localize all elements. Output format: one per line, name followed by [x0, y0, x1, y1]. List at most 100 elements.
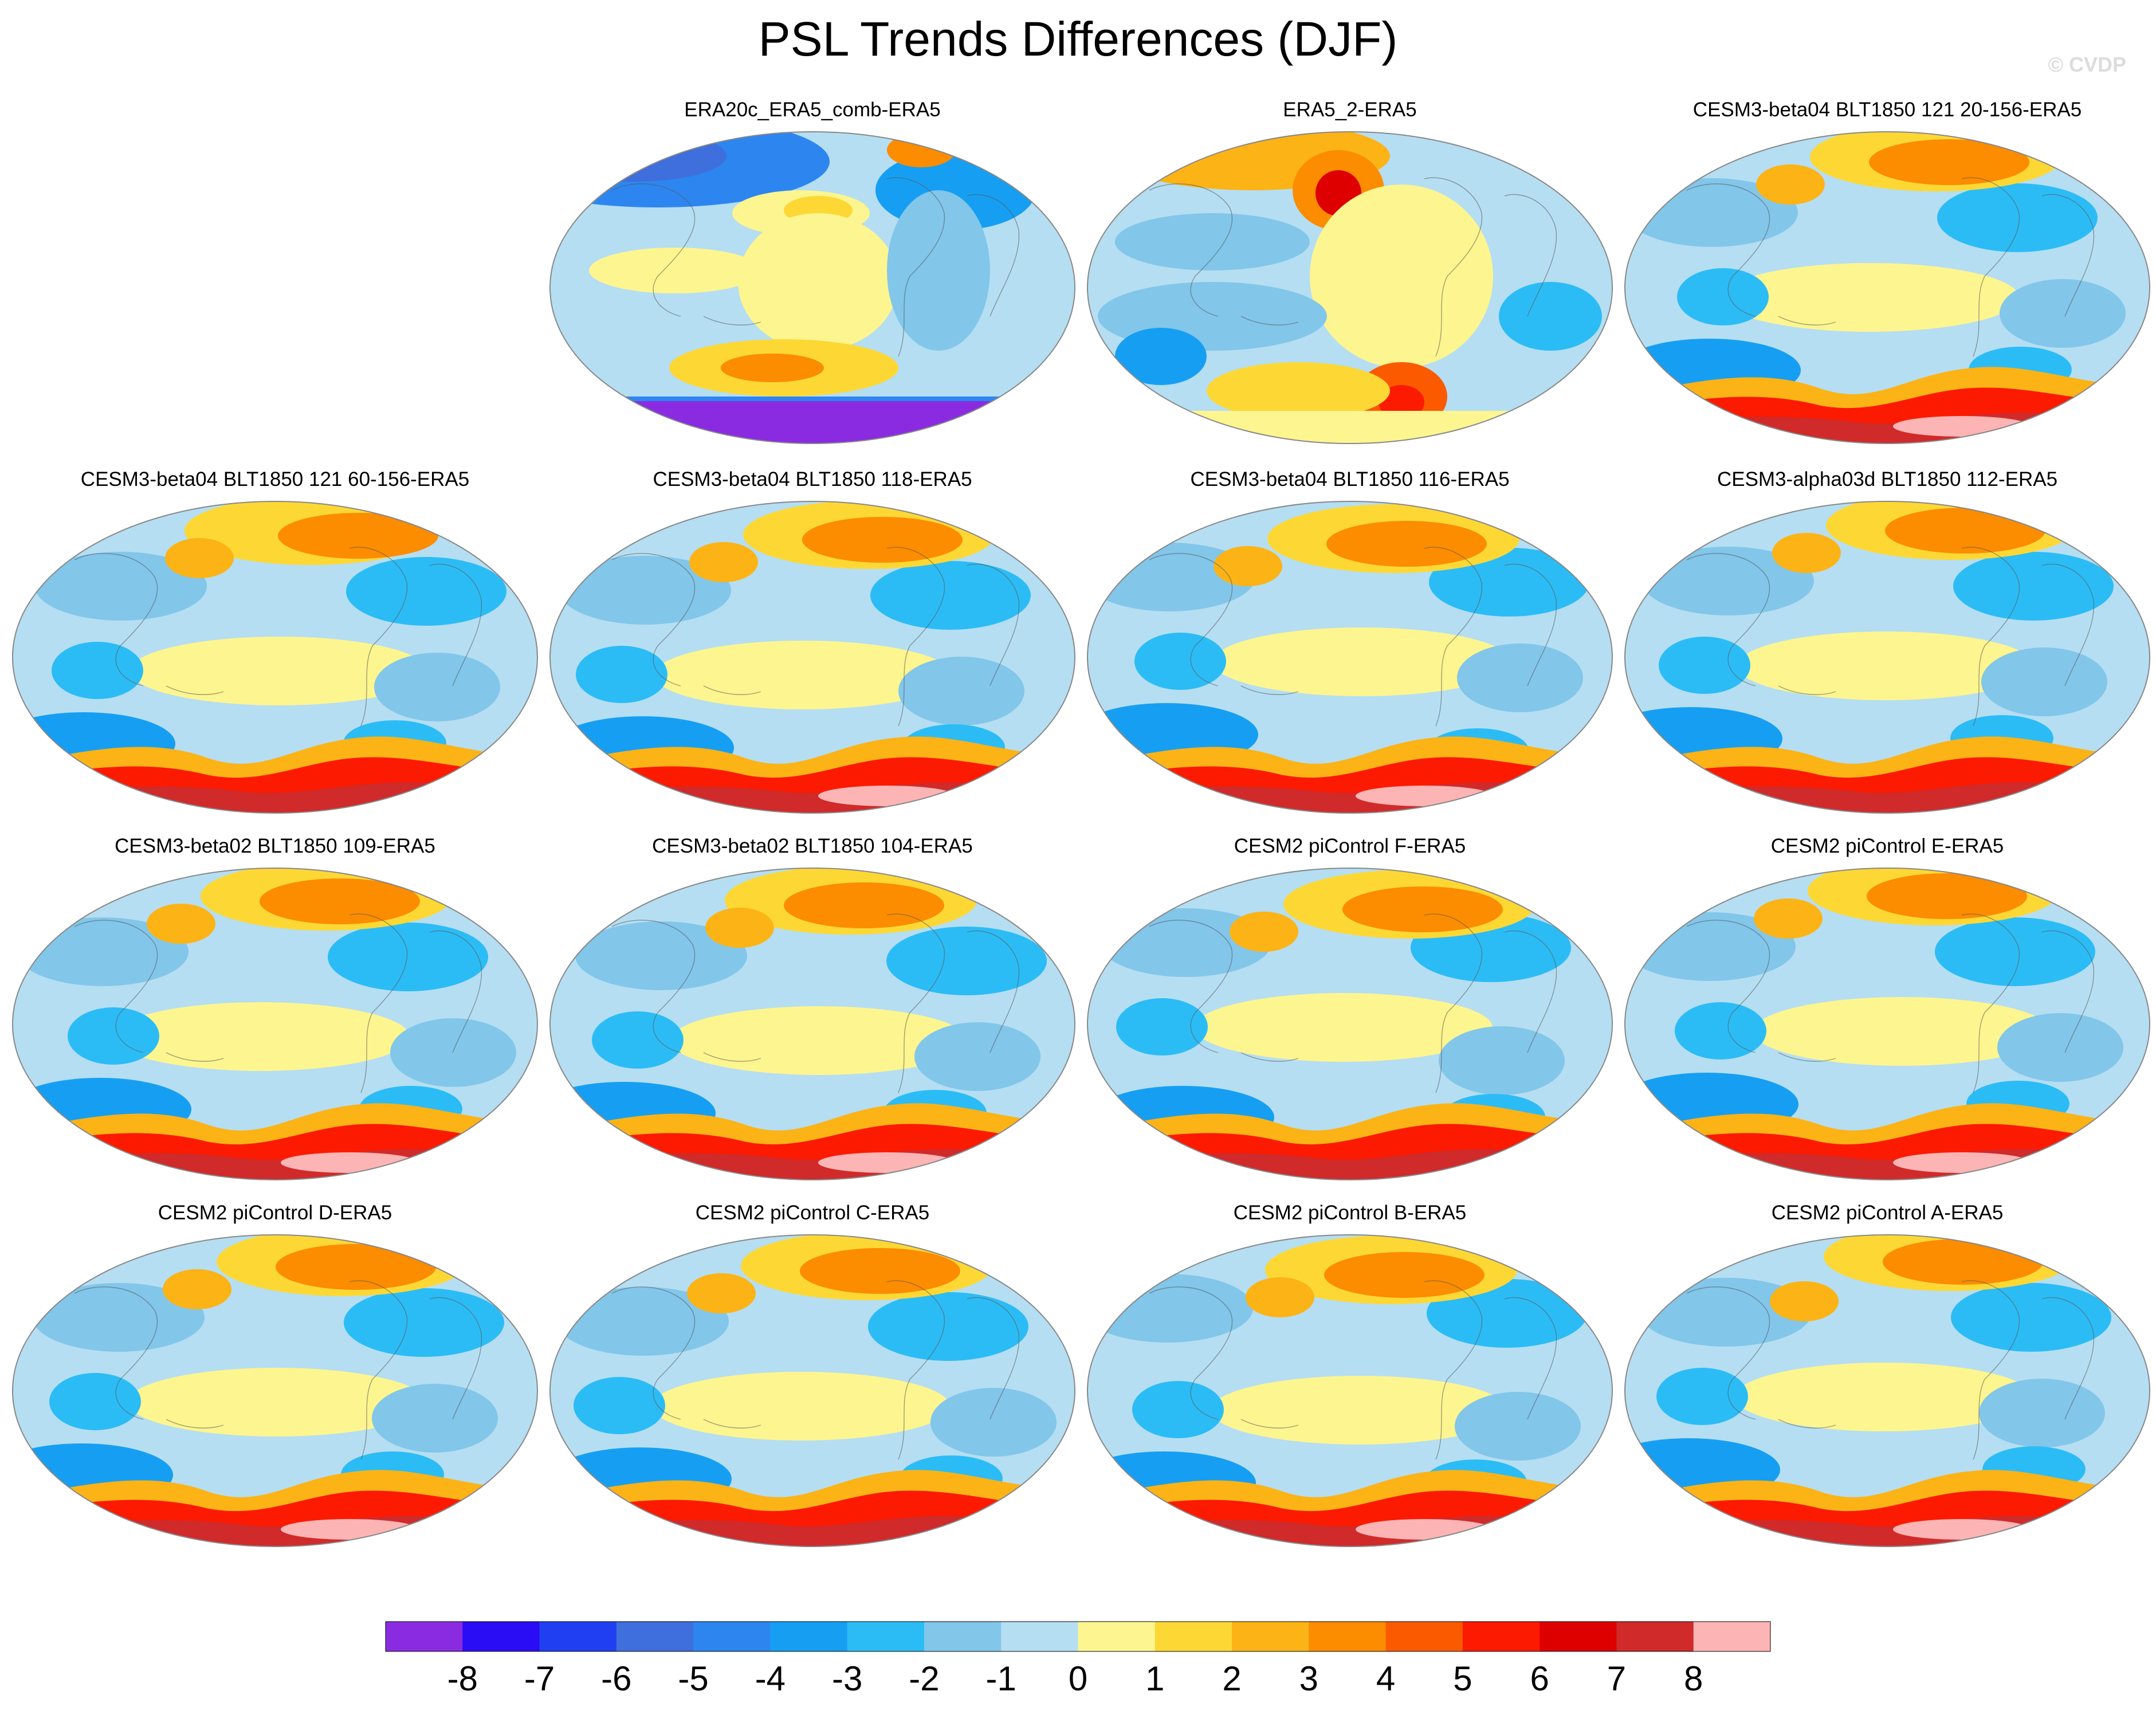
coastlines — [1149, 913, 1557, 1093]
colorbar-tick-label: -1 — [986, 1659, 1016, 1698]
map-outline — [1624, 131, 2150, 444]
map-outline — [549, 131, 1075, 444]
coastlines — [1686, 177, 2095, 357]
map-outline — [549, 1234, 1075, 1547]
colorbar-tick-label: 7 — [1607, 1659, 1626, 1698]
colorbar-swatch — [462, 1622, 540, 1651]
map-outline — [1624, 868, 2150, 1180]
map-plot — [1087, 868, 1613, 1180]
panel-title: CESM2 piControl F-ERA5 — [1234, 835, 1466, 857]
panel-title: CESM3-beta02 BLT1850 104-ERA5 — [652, 835, 973, 857]
panel-title: CESM3-beta04 BLT1850 118-ERA5 — [653, 468, 972, 490]
map-outline — [1087, 868, 1613, 1180]
coastlines — [74, 547, 482, 727]
colorbar-swatch — [1462, 1622, 1540, 1651]
coastlines — [74, 1280, 482, 1460]
colorbar-swatch — [1693, 1622, 1771, 1651]
coastlines — [1686, 547, 2095, 727]
colorbar-tick-label: 1 — [1145, 1659, 1164, 1698]
colorbar-tick-label: 0 — [1069, 1659, 1087, 1698]
panel-title: CESM2 piControl A-ERA5 — [1771, 1202, 2004, 1224]
map-plot — [12, 501, 538, 814]
colorbar-tick-label: 3 — [1299, 1659, 1318, 1698]
colorbar-tick-label: 6 — [1530, 1659, 1549, 1698]
panel-title: ERA20c_ERA5_comb-ERA5 — [684, 99, 941, 121]
map-contours — [1087, 132, 1612, 444]
map-panel: ERA5_2-ERA5 — [1081, 97, 1619, 453]
map-outline — [12, 868, 538, 1180]
map-plot — [1087, 131, 1613, 444]
coastlines — [1149, 1280, 1557, 1460]
colorbar-swatch — [386, 1622, 463, 1651]
map-panel: CESM3-beta02 BLT1850 104-ERA5 — [543, 834, 1082, 1189]
map-contours — [1087, 1235, 1612, 1547]
map-outline — [549, 501, 1075, 814]
map-panel: CESM3-alpha03d BLT1850 112-ERA5 — [1618, 467, 2156, 822]
colorbar-tick-label: -7 — [524, 1659, 555, 1698]
colorbar-swatch — [1001, 1622, 1078, 1651]
panel-title: CESM3-alpha03d BLT1850 112-ERA5 — [1717, 468, 2058, 490]
coastlines — [1686, 913, 2095, 1093]
colorbar-swatch — [1232, 1622, 1309, 1651]
colorbar-swatch — [1385, 1622, 1463, 1651]
map-plot — [1624, 131, 2150, 444]
map-outline — [12, 501, 538, 814]
colorbar-tick-label: 5 — [1453, 1659, 1472, 1698]
colorbar-swatch — [1540, 1622, 1617, 1651]
coastlines — [611, 913, 1020, 1093]
panel-title: CESM2 piControl B-ERA5 — [1233, 1202, 1467, 1224]
panel-title: CESM3-beta02 BLT1850 109-ERA5 — [115, 835, 435, 857]
map-panel: CESM3-beta04 BLT1850 121 60-156-ERA5 — [6, 467, 544, 822]
coastlines — [74, 913, 482, 1093]
figure-title: PSL Trends Differences (DJF) — [758, 12, 1398, 66]
map-contours — [550, 868, 1075, 1180]
panel-title: CESM2 piControl C-ERA5 — [695, 1202, 930, 1224]
colorbar-tick-label: -5 — [678, 1659, 708, 1698]
map-panel: CESM2 piControl E-ERA5 — [1618, 834, 2156, 1189]
colorbar-swatch — [539, 1622, 617, 1651]
colorbar-swatch — [924, 1622, 1002, 1651]
map-contours — [1087, 868, 1612, 1180]
map-plot — [549, 1234, 1075, 1547]
map-outline — [1624, 501, 2150, 814]
map-outline — [12, 1234, 538, 1547]
colorbar-swatch — [1154, 1622, 1232, 1651]
colorbar-tick-label: 8 — [1684, 1659, 1703, 1698]
map-panel: CESM3-beta02 BLT1850 109-ERA5 — [6, 834, 544, 1189]
map-contours — [550, 501, 1075, 813]
colorbar-tick-label: -6 — [601, 1659, 631, 1698]
panel-title: ERA5_2-ERA5 — [1283, 99, 1417, 121]
map-contours — [550, 132, 1075, 444]
coastlines — [1686, 1280, 2095, 1460]
map-plot — [1624, 868, 2150, 1180]
colorbar-swatch — [770, 1622, 848, 1651]
map-plot — [12, 868, 538, 1180]
map-contours — [13, 1235, 537, 1547]
colorbar-tick-label: -3 — [832, 1659, 862, 1698]
colorbar-swatch — [616, 1622, 694, 1651]
watermark: © CVDP — [2048, 53, 2126, 76]
map-plot — [549, 501, 1075, 814]
map-outline — [1624, 1234, 2150, 1547]
panel-title: CESM2 piControl E-ERA5 — [1770, 835, 2004, 857]
coastlines — [611, 177, 1020, 357]
colorbar: -8 -7 -6 -5 -4 -3 -2 -1 0 1 2 3 4 5 6 7 8 — [385, 1621, 1771, 1698]
map-plot — [1087, 501, 1613, 814]
map-panel: CESM2 piControl D-ERA5 — [6, 1200, 544, 1556]
panel-title: CESM2 piControl D-ERA5 — [158, 1202, 392, 1224]
map-panel: CESM3-beta04 BLT1850 121 20-156-ERA5 — [1618, 97, 2156, 453]
map-panel: CESM2 piControl A-ERA5 — [1618, 1200, 2156, 1556]
map-contours — [1625, 132, 2150, 444]
map-plot — [549, 131, 1075, 444]
colorbar-swatch — [1309, 1622, 1387, 1651]
map-panel: ERA20c_ERA5_comb-ERA5 — [543, 97, 1082, 453]
map-panel: CESM3-beta04 BLT1850 118-ERA5 — [543, 467, 1082, 822]
map-panel: CESM2 piControl B-ERA5 — [1081, 1200, 1619, 1556]
map-plot — [549, 868, 1075, 1180]
colorbar-tick-label: 4 — [1376, 1659, 1395, 1698]
map-plot — [1624, 501, 2150, 814]
map-panel: CESM3-beta04 BLT1850 116-ERA5 — [1081, 467, 1619, 822]
coastlines — [611, 1280, 1020, 1460]
map-outline — [1087, 501, 1613, 814]
colorbar-tick-label: 2 — [1222, 1659, 1241, 1698]
